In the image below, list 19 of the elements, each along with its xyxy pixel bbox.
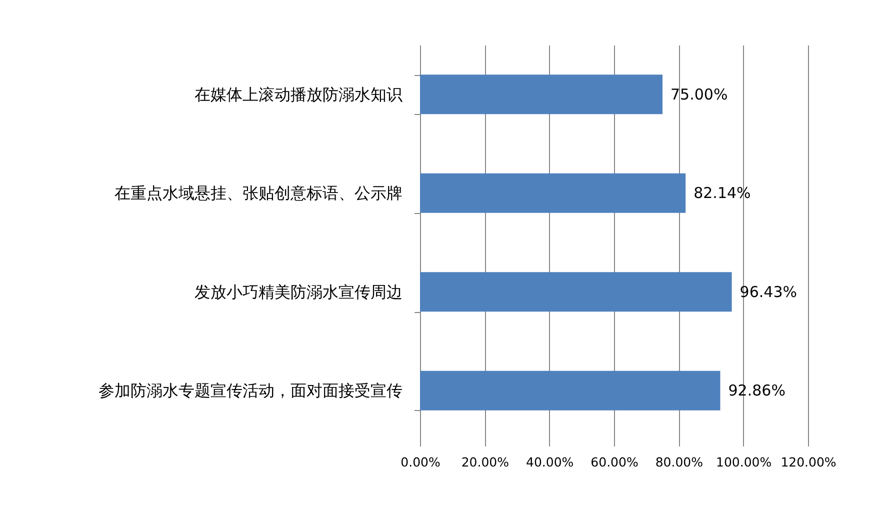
data-label: 96.43%: [740, 282, 797, 301]
x-tick-label: 20.00%: [461, 454, 510, 470]
data-label: 75.00%: [670, 85, 728, 104]
data-label: 82.14%: [694, 184, 751, 202]
x-tick-label: 100.00%: [716, 454, 772, 470]
x-tick-label: 120.00%: [780, 454, 836, 470]
bar: [420, 74, 662, 114]
y-tick-label: 发放小巧精美防溺水宣传周边: [194, 282, 402, 302]
bar: [420, 272, 732, 312]
y-tick-label: 在媒体上滚动播放防溺水知识: [194, 84, 402, 104]
x-tick-label: 0.00%: [400, 454, 440, 470]
data-label: 92.86%: [728, 382, 786, 400]
x-tick-label: 40.00%: [526, 454, 574, 470]
y-tick-label: 在重点水域悬挂、张贴创意标语、公示牌: [114, 184, 402, 203]
x-tick-label: 60.00%: [590, 454, 638, 470]
x-tick-label: 80.00%: [655, 454, 704, 470]
bar: [420, 173, 686, 213]
bar: [420, 370, 720, 410]
y-tick-label: 参加防溺水专题宣传活动，面对面接受宣传: [98, 381, 402, 400]
